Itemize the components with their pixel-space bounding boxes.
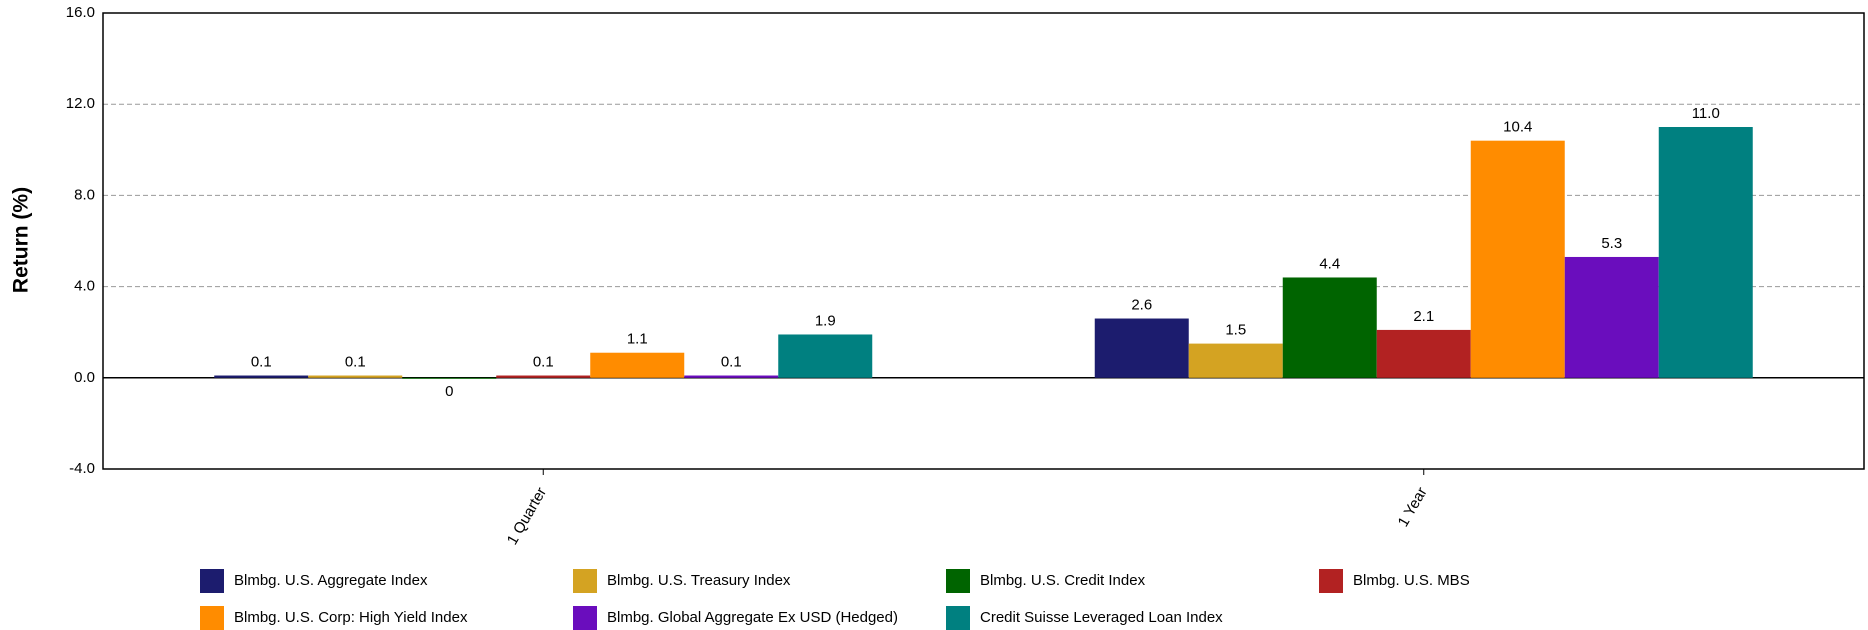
data-label: 10.4	[1503, 119, 1532, 136]
bar	[1658, 127, 1753, 378]
legend-swatch	[1319, 569, 1343, 593]
data-label: 0.1	[345, 353, 366, 370]
bar	[1470, 140, 1565, 378]
y-tick-label: -4.0	[69, 460, 95, 477]
bar	[308, 375, 403, 378]
bar	[496, 375, 591, 378]
bar	[1094, 318, 1189, 378]
data-label: 2.1	[1413, 308, 1434, 325]
bar	[1564, 256, 1659, 378]
data-label: 0.1	[721, 353, 742, 370]
legend-swatch	[573, 606, 597, 630]
y-tick-label: 16.0	[66, 4, 95, 21]
data-label: 1.1	[627, 331, 648, 348]
legend-swatch	[946, 606, 970, 630]
y-tick-label: 4.0	[74, 278, 95, 295]
data-label: 11.0	[1692, 105, 1720, 122]
bar	[1282, 277, 1377, 378]
data-label: 0.1	[251, 353, 272, 370]
y-tick-label: 8.0	[74, 186, 95, 203]
legend-label: Blmbg. Global Aggregate Ex USD (Hedged)	[607, 609, 898, 626]
data-label: 4.4	[1319, 255, 1340, 272]
data-label: 2.6	[1131, 296, 1152, 313]
legend-swatch	[200, 569, 224, 593]
y-axis-label: Return (%)	[10, 187, 33, 293]
data-label: 0	[445, 383, 453, 400]
data-label: 1.9	[815, 312, 836, 329]
data-label: 1.5	[1225, 322, 1246, 339]
legend-label: Blmbg. U.S. Treasury Index	[607, 572, 791, 589]
bar	[1188, 343, 1283, 378]
bar	[778, 334, 873, 378]
legend-label: Blmbg. U.S. Corp: High Yield Index	[234, 609, 468, 626]
legend-swatch	[200, 606, 224, 630]
legend-label: Credit Suisse Leveraged Loan Index	[980, 609, 1223, 626]
bar	[1376, 329, 1471, 378]
legend-swatch	[573, 569, 597, 593]
legend-label: Blmbg. U.S. MBS	[1353, 572, 1470, 589]
bar	[684, 375, 779, 378]
data-label: 5.3	[1601, 235, 1622, 252]
data-label: 0.1	[533, 353, 554, 370]
bar	[590, 352, 685, 378]
y-tick-label: 12.0	[66, 95, 95, 112]
plot-frame	[102, 12, 1865, 470]
x-tick-label: 1 Quarter	[504, 484, 550, 547]
x-tick-label: 1 Year	[1395, 484, 1431, 529]
legend-swatch	[946, 569, 970, 593]
legend-label: Blmbg. U.S. Aggregate Index	[234, 572, 428, 589]
legend-label: Blmbg. U.S. Credit Index	[980, 572, 1146, 589]
y-tick-label: 0.0	[74, 369, 95, 386]
bar	[402, 377, 497, 379]
bar	[214, 375, 309, 378]
